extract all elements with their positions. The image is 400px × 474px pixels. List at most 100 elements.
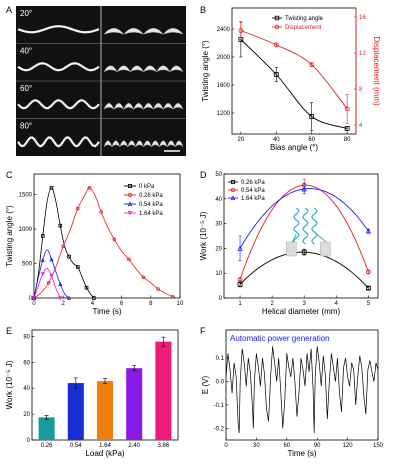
y-tick-label: 0 <box>29 296 33 302</box>
x-tick-label: 2 <box>62 301 66 307</box>
data-point <box>66 295 72 300</box>
legend-label: 1.64 kPa <box>241 196 265 202</box>
legend-marker <box>230 195 236 201</box>
inset-helix <box>302 207 309 245</box>
data-point <box>40 257 45 262</box>
plot-frame <box>225 329 379 441</box>
y-tick-label: 60 <box>23 360 30 366</box>
data-point <box>49 257 54 262</box>
data-point <box>40 234 45 238</box>
y-tick-label: 500 <box>22 262 33 268</box>
plot-frame <box>223 173 379 299</box>
inset-helix <box>311 207 318 245</box>
panel-e-chart: 0 20 40 60 80 0.26 0.54 1.64 2.40 3.86 Load (kPa) W… <box>5 329 179 458</box>
x-tick-label: 1 <box>238 301 242 307</box>
legend-marker <box>127 201 133 207</box>
panel-f-chart: 0 30 60 90 120 150 -0.2 -0.1 0.0 0.1 Time (s) E (V)… <box>201 329 384 458</box>
x-tick-label: 150 <box>373 443 384 449</box>
data-point <box>237 245 243 251</box>
y2-tick-label: 16 <box>359 15 366 21</box>
data-point <box>344 106 350 112</box>
x-tick-label: 1.64 <box>99 443 111 449</box>
data-point <box>67 254 71 259</box>
panel-b-letter: B <box>200 5 206 15</box>
data-point <box>156 287 160 291</box>
y-tick-label: 0.1 <box>216 356 225 362</box>
data-point <box>344 126 350 131</box>
legend-marker <box>274 24 280 30</box>
annotation-text: Automatic power generation <box>230 334 330 343</box>
data-point <box>99 210 103 214</box>
legend-label: 0.54 kPa <box>139 202 163 208</box>
ribbon-thin <box>17 25 100 34</box>
y-tick-label: 2400 <box>217 27 231 33</box>
y-axis-label: Work (10⁻⁵ J) <box>199 211 208 260</box>
x-axis-label: Bias angle (°) <box>270 143 318 152</box>
y-tick-label: 1000 <box>19 227 33 233</box>
legend-marker <box>274 15 280 21</box>
data-point <box>365 285 371 291</box>
x-tick-label: 20 <box>238 137 245 143</box>
y-tick-label: 40 <box>23 386 30 392</box>
legend-marker <box>230 187 235 192</box>
panel-f-letter: F <box>200 326 206 336</box>
y-tick-label: -0.2 <box>214 426 225 432</box>
x-tick-label: 60 <box>283 443 290 449</box>
angle-label: 40° <box>20 47 32 56</box>
legend-label: Displacement <box>285 25 322 31</box>
x-tick-label: 6 <box>120 301 124 307</box>
series-line <box>240 30 348 110</box>
angle-label: 60° <box>20 84 32 93</box>
data-point <box>365 228 372 234</box>
series-line <box>33 267 61 299</box>
data-point <box>49 185 54 190</box>
x-tick-label: 40 <box>273 137 280 143</box>
y-tick-label: 0 <box>27 438 31 444</box>
ribbon-thin <box>17 62 100 72</box>
x-tick-label: 3 <box>303 301 307 307</box>
y2-tick-label: 8 <box>359 87 363 93</box>
y-tick-label: -0.1 <box>214 403 225 409</box>
data-point <box>84 285 89 290</box>
legend-label: 0.54 kPa <box>241 188 265 194</box>
y-tick-label: 1600 <box>217 83 231 89</box>
data-point <box>237 276 243 282</box>
x-axis-label: Load (kPa) <box>85 449 124 458</box>
data-point <box>92 296 96 300</box>
legend-label: 0.26 kPa <box>139 193 163 199</box>
legend-marker <box>127 183 132 188</box>
data-point <box>127 257 131 262</box>
panel-c-chart: 0 2 4 6 8 10 0 500 1000 1500 Time (s) Twisting angl… <box>5 173 184 316</box>
x-tick-label: 0.26 <box>41 443 53 449</box>
x-tick-label: 2.40 <box>128 443 140 449</box>
data-point <box>40 272 45 277</box>
bar <box>67 383 84 440</box>
x-tick-label: 90 <box>314 443 321 449</box>
x-tick-label: 5 <box>367 301 371 307</box>
data-point <box>273 42 279 48</box>
ribbon-helix-segment <box>172 103 184 110</box>
bar <box>155 341 172 440</box>
inset-block <box>286 241 297 257</box>
y-tick-label: 40 <box>215 197 222 203</box>
data-point <box>31 296 37 301</box>
ribbon-helix-segment <box>163 28 184 35</box>
y-axis-label: Twisting angle (°) <box>5 205 14 267</box>
inset-block <box>320 241 331 257</box>
y-tick-label: 80 <box>23 334 30 340</box>
y-tick-label: 0 <box>219 296 223 302</box>
data-point <box>87 185 92 190</box>
angle-label: 20° <box>20 9 32 18</box>
ribbon-helix-segment <box>169 65 184 73</box>
data-point <box>58 223 63 228</box>
legend-marker <box>127 210 133 216</box>
x-axis-label: Time (s) <box>92 307 121 316</box>
x-axis-label: Helical diameter (mm) <box>262 307 341 316</box>
legend-label: 1.64 kPa <box>139 211 163 217</box>
inset-helix <box>293 207 300 245</box>
series-line <box>33 187 178 299</box>
y-tick-label: 50 <box>215 172 222 178</box>
y-tick-label: 2000 <box>217 55 231 61</box>
data-point <box>61 244 65 249</box>
